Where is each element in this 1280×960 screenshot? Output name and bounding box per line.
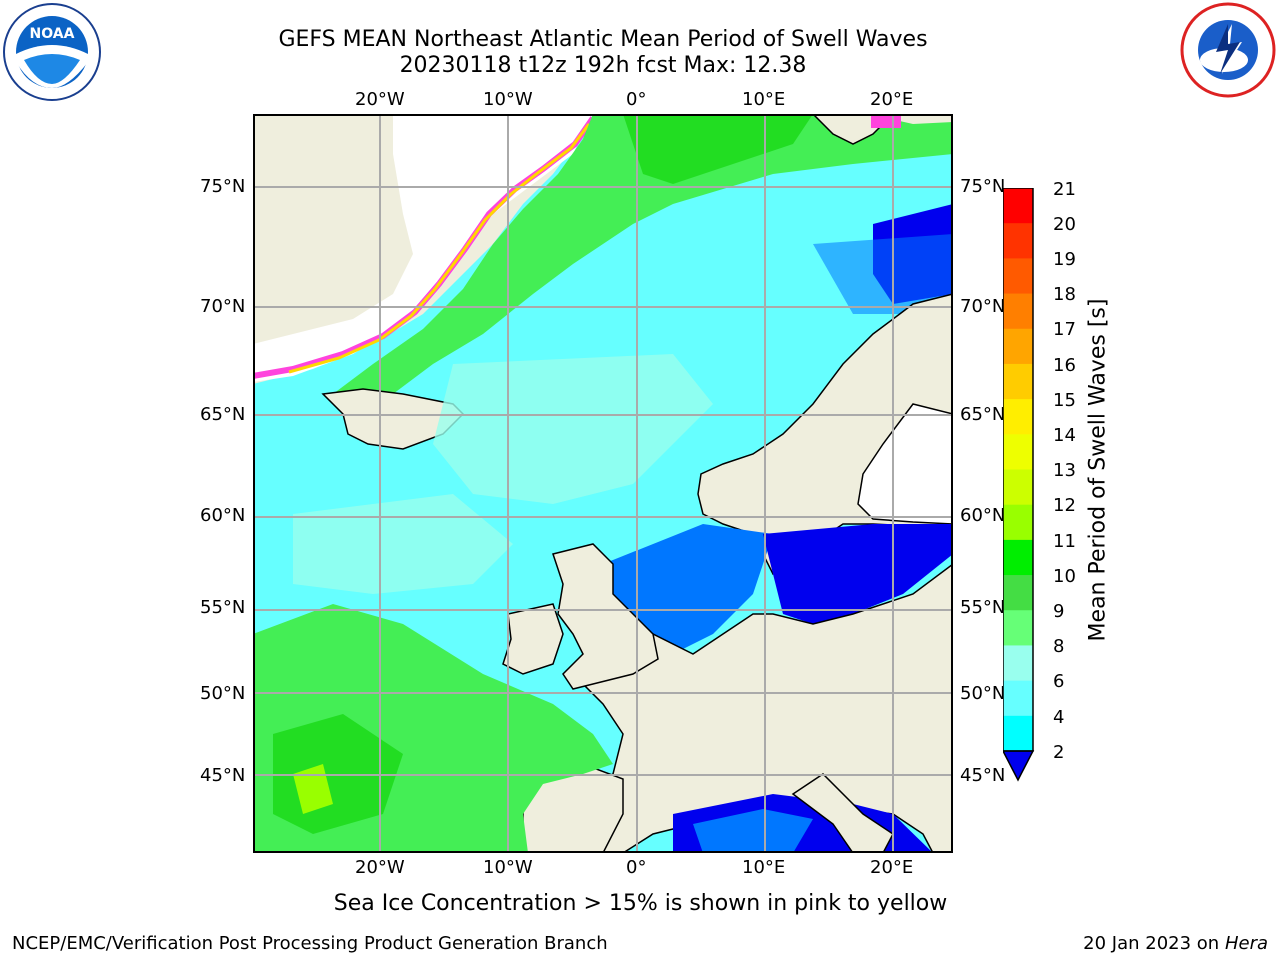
colorbar-tick: 11 [1053, 531, 1076, 552]
map-panel [253, 114, 953, 853]
lat-label: 75°N [200, 176, 246, 197]
colorbar-tick: 16 [1053, 355, 1076, 376]
map-subtitle: 20230118 t12z 192h fcst Max: 12.38 [399, 53, 807, 78]
land-great-britain [552, 543, 659, 690]
colorbar-tick: 4 [1053, 707, 1065, 728]
footer-machine: Hera [1224, 933, 1268, 954]
colorbar-extend-arrow [1003, 750, 1035, 782]
lon-label: 0° [626, 89, 647, 110]
swell-blue-baltic [763, 524, 953, 624]
graticule [253, 114, 953, 853]
noaa-logo: NOAA [2, 2, 102, 102]
lon-label: 0° [626, 857, 647, 878]
lat-label: 70°N [200, 296, 246, 317]
colorbar-tick: 13 [1053, 460, 1076, 481]
lat-label: 65°N [200, 404, 246, 425]
colorbar-tick: 9 [1053, 601, 1065, 622]
lat-label: 45°N [200, 765, 246, 786]
lat-label: 70°N [960, 296, 1006, 317]
colorbar-segment [1003, 399, 1033, 435]
colorbar-segment [1003, 680, 1033, 717]
colorbar-segment [1003, 715, 1033, 752]
colorbar-segment [1003, 539, 1033, 576]
colorbar-segment [1003, 258, 1033, 295]
lon-label: 10°W [483, 857, 533, 878]
colorbar-tick: 12 [1053, 495, 1076, 516]
colorbar-tick: 20 [1053, 214, 1076, 235]
lat-label: 75°N [960, 176, 1006, 197]
colorbar-segment [1003, 434, 1033, 470]
footer-credit: NCEP/EMC/Verification Post Processing Pr… [12, 933, 608, 954]
lat-label: 45°N [960, 765, 1006, 786]
lat-label: 55°N [960, 597, 1006, 618]
svg-text:NOAA: NOAA [30, 26, 75, 42]
lat-label: 65°N [960, 404, 1006, 425]
colorbar-tick: 14 [1053, 425, 1076, 446]
swell-blue-northsea [603, 524, 773, 654]
footer-date: 20 Jan 2023 on Hera [1083, 933, 1268, 954]
colorbar-tick: 2 [1053, 742, 1065, 763]
colorbar-segment [1003, 469, 1033, 506]
colorbar-tick: 21 [1053, 179, 1076, 200]
colorbar-tick: 18 [1053, 284, 1076, 305]
colorbar-tick: 15 [1053, 390, 1076, 411]
colorbar-segment [1003, 293, 1033, 330]
sea-ice-bothnia [857, 403, 953, 525]
land-italy [791, 773, 894, 853]
lat-label: 60°N [200, 505, 246, 526]
colorbar-segment [1003, 223, 1033, 259]
lon-label: 20°E [870, 89, 914, 110]
lon-label: 20°W [355, 857, 405, 878]
lat-label: 50°N [960, 683, 1006, 704]
colorbar-segment [1003, 328, 1033, 365]
colorbar-segment [1003, 188, 1033, 224]
lon-label: 20°W [355, 89, 405, 110]
colorbar-segment [1003, 645, 1033, 682]
colorbar-tick: 6 [1053, 671, 1065, 692]
map-title: GEFS MEAN Northeast Atlantic Mean Period… [278, 27, 928, 52]
lon-label: 10°W [483, 89, 533, 110]
nws-logo [1180, 2, 1276, 98]
colorbar-tick: 19 [1053, 249, 1076, 270]
lon-label: 20°E [870, 857, 914, 878]
sea-ice-note: Sea Ice Concentration > 15% is shown in … [333, 891, 948, 916]
colorbar-segment [1003, 610, 1033, 646]
colorbar-segment [1003, 504, 1033, 541]
lat-label: 60°N [960, 505, 1006, 526]
lat-label: 50°N [200, 683, 246, 704]
lat-label: 55°N [200, 597, 246, 618]
colorbar-label: Mean Period of Swell Waves [s] [1085, 298, 1111, 642]
lon-label: 10°E [742, 857, 786, 878]
colorbar-tick: 10 [1053, 566, 1076, 587]
footer-date-text: 20 Jan 2023 on [1083, 933, 1225, 954]
colorbar-segment [1003, 363, 1033, 400]
ice-edge-yellow [288, 123, 591, 374]
colorbar-segment [1003, 575, 1033, 611]
lon-label: 10°E [742, 89, 786, 110]
colorbar-tick: 17 [1053, 319, 1076, 340]
colorbar-tick: 8 [1053, 636, 1065, 657]
